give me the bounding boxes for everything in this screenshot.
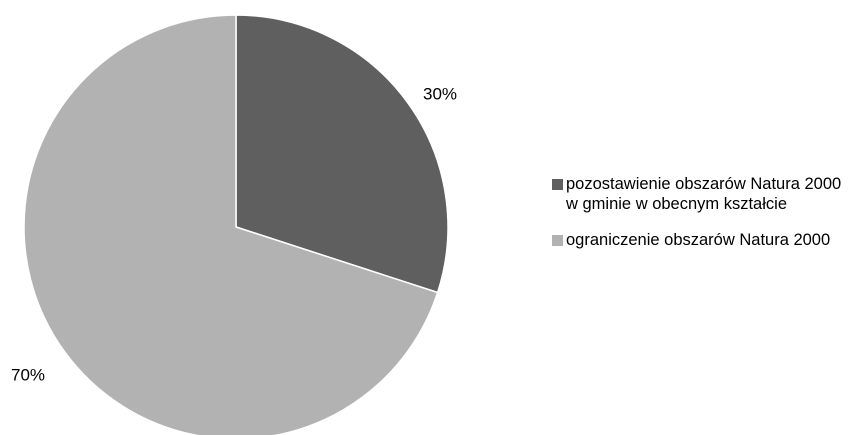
legend-item-ograniczenie: ograniczenie obszarów Natura 2000 xyxy=(552,230,844,250)
legend-swatch-pozostawienie xyxy=(552,179,563,190)
pie-data-labels: 30% 70% xyxy=(11,84,457,384)
pie-slice-0 xyxy=(235,14,449,294)
pie-slices xyxy=(23,14,449,435)
legend-item-pozostawienie: pozostawienie obszarów Natura 2000 w gmi… xyxy=(552,174,844,214)
pie-slice-1 xyxy=(23,14,439,435)
pie-data-label-1: 70% xyxy=(11,365,45,384)
pie-data-label-0: 30% xyxy=(423,84,457,103)
legend: pozostawienie obszarów Natura 2000 w gmi… xyxy=(552,174,844,266)
legend-label-pozostawienie: pozostawienie obszarów Natura 2000 w gmi… xyxy=(566,175,842,213)
legend-label-ograniczenie: ograniczenie obszarów Natura 2000 xyxy=(566,231,831,249)
legend-swatch-ograniczenie xyxy=(552,235,563,246)
